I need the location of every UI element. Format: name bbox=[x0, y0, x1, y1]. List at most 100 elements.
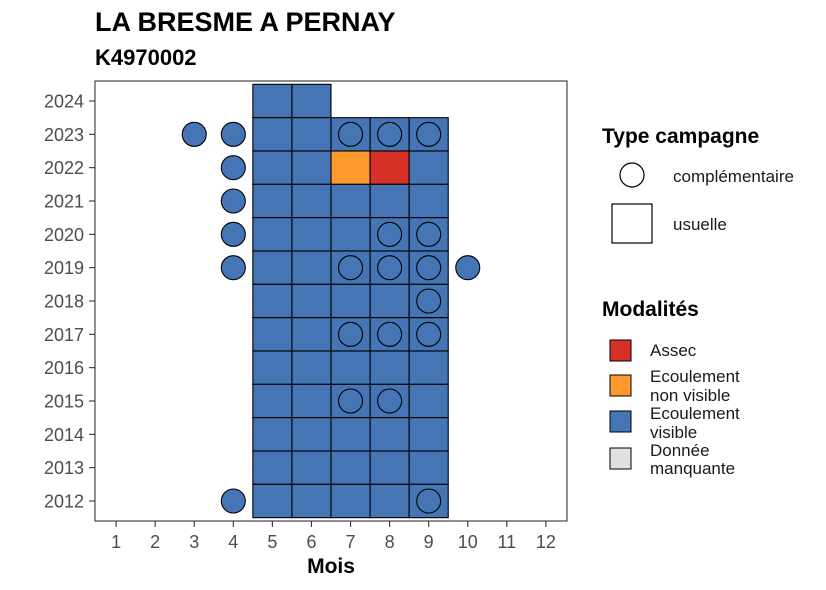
tile-usuelle bbox=[408, 417, 449, 452]
x-tick-label: 12 bbox=[536, 532, 556, 552]
tile-usuelle bbox=[291, 483, 332, 519]
y-tick-label: 2018 bbox=[44, 292, 84, 312]
y-tick-label: 2023 bbox=[44, 125, 84, 145]
x-tick-label: 5 bbox=[267, 532, 277, 552]
tile-usuelle bbox=[291, 250, 332, 285]
tiles-layer bbox=[252, 83, 449, 519]
tile-usuelle bbox=[291, 217, 332, 252]
circle-complementaire bbox=[377, 255, 403, 281]
legend-label-usuelle: usuelle bbox=[673, 215, 727, 234]
tile-usuelle bbox=[369, 450, 410, 485]
legend-label-ecoulement-visible-line2: visible bbox=[650, 423, 697, 442]
tile-usuelle bbox=[252, 417, 293, 452]
tile-usuelle bbox=[330, 183, 371, 219]
y-tick-label: 2022 bbox=[44, 158, 84, 178]
y-axis: 2012 2013 2014 2015 2016 2017 2018 2019 2020 2021… bbox=[44, 92, 95, 512]
x-tick-label: 4 bbox=[228, 532, 238, 552]
y-tick-label: 2012 bbox=[44, 492, 84, 512]
legend-key-assec bbox=[609, 339, 632, 362]
circle-complementaire bbox=[416, 488, 442, 514]
tile-usuelle bbox=[291, 350, 332, 385]
y-tick-label: 2021 bbox=[44, 192, 84, 212]
circle-complementaire bbox=[220, 188, 246, 214]
circle-complementaire bbox=[337, 388, 364, 414]
tile-usuelle bbox=[252, 250, 293, 285]
circle-complementaire bbox=[220, 121, 246, 147]
tile-usuelle bbox=[369, 183, 410, 219]
legend-label-ecoulement-non-visible-line2: non visible bbox=[650, 386, 730, 405]
y-tick-label: 2015 bbox=[44, 392, 84, 412]
tile-usuelle bbox=[330, 350, 371, 385]
tile-usuelle bbox=[369, 150, 410, 185]
legend-key-donnee-manquante bbox=[609, 447, 632, 470]
tile-usuelle bbox=[408, 350, 449, 385]
tile-usuelle bbox=[369, 417, 410, 452]
x-tick-label: 9 bbox=[424, 532, 434, 552]
legend-label-complementaire: complémentaire bbox=[673, 167, 794, 186]
tile-usuelle bbox=[291, 283, 332, 319]
tile-usuelle bbox=[408, 450, 449, 485]
y-tick-label: 2019 bbox=[44, 258, 84, 278]
legend-title-modalites: Modalités bbox=[602, 298, 699, 321]
tile-usuelle bbox=[369, 350, 410, 385]
tile-usuelle bbox=[252, 117, 293, 152]
legend-label-donnee-manquante-line2: manquante bbox=[650, 459, 735, 478]
circle-complementaire bbox=[455, 255, 481, 281]
tile-usuelle bbox=[330, 483, 371, 519]
y-tick-label: 2017 bbox=[44, 325, 84, 345]
tile-usuelle bbox=[252, 483, 293, 519]
legend-label-ecoulement-non-visible-line1: Ecoulement bbox=[650, 367, 740, 386]
circle-complementaire bbox=[416, 288, 442, 314]
circle-complementaire bbox=[416, 255, 442, 281]
tile-usuelle bbox=[369, 483, 410, 519]
x-tick-label: 6 bbox=[306, 532, 316, 552]
tile-usuelle bbox=[252, 217, 293, 252]
circle-complementaire bbox=[337, 121, 364, 147]
x-tick-label: 3 bbox=[189, 532, 199, 552]
x-tick-label: 8 bbox=[385, 532, 395, 552]
tile-usuelle bbox=[408, 383, 449, 419]
plot-panel bbox=[94, 80, 568, 522]
y-tick-label: 2020 bbox=[44, 225, 84, 245]
tile-usuelle bbox=[291, 317, 332, 352]
y-tick-label: 2014 bbox=[44, 425, 84, 445]
x-tick-label: 11 bbox=[497, 532, 516, 552]
x-tick-label: 7 bbox=[346, 532, 356, 552]
tile-usuelle bbox=[252, 150, 293, 185]
tile-usuelle bbox=[291, 383, 332, 419]
tile-usuelle bbox=[252, 283, 293, 319]
tile-usuelle bbox=[291, 183, 332, 219]
tile-usuelle bbox=[330, 150, 371, 185]
legend-key-ecoulement-visible bbox=[609, 410, 632, 433]
tile-usuelle bbox=[330, 283, 371, 319]
tile-usuelle bbox=[291, 450, 332, 485]
circle-complementaire bbox=[416, 321, 442, 347]
legend-modalites: Modalités Assec Ecoulement non visible E… bbox=[602, 298, 740, 478]
circle-complementaire bbox=[416, 121, 442, 147]
circle-complementaire bbox=[220, 255, 246, 281]
tile-usuelle bbox=[330, 417, 371, 452]
tile-usuelle bbox=[291, 417, 332, 452]
tile-usuelle bbox=[252, 383, 293, 419]
circle-complementaire bbox=[337, 255, 364, 281]
circle-complementaire bbox=[220, 221, 246, 247]
x-tick-label: 10 bbox=[458, 532, 478, 552]
tile-usuelle bbox=[252, 317, 293, 352]
tile-usuelle bbox=[408, 183, 449, 219]
tile-usuelle bbox=[291, 150, 332, 185]
legend-title-type-campagne: Type campagne bbox=[602, 125, 759, 148]
legend-label-donnee-manquante-line1: Donnée bbox=[650, 441, 710, 460]
circle-complementaire bbox=[377, 221, 403, 247]
circles-layer bbox=[181, 121, 481, 514]
legend-key-square bbox=[611, 203, 653, 244]
tile-usuelle bbox=[252, 183, 293, 219]
legend-label-assec: Assec bbox=[650, 341, 697, 360]
tile-usuelle bbox=[408, 150, 449, 185]
legend-key-ecoulement-non-visible bbox=[609, 374, 632, 397]
circle-complementaire bbox=[181, 121, 207, 147]
chart-subtitle: K4970002 bbox=[95, 45, 197, 70]
legend-key-circle bbox=[619, 162, 645, 188]
x-axis-title: Mois bbox=[307, 555, 355, 578]
x-tick-label: 1 bbox=[111, 532, 121, 552]
